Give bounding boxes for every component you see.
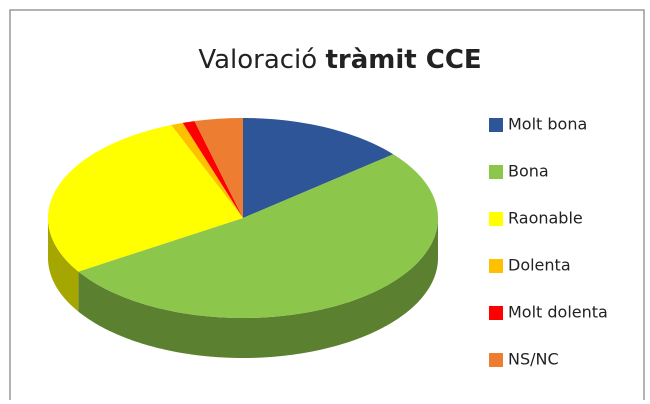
title-part: Valoració	[198, 45, 317, 75]
legend-label: Molt bona	[508, 115, 587, 134]
legend-swatch	[489, 118, 503, 132]
legend-swatch	[489, 353, 503, 367]
legend-label: Raonable	[508, 209, 583, 228]
legend-label: NS/NC	[508, 350, 559, 369]
slice	[171, 122, 243, 218]
legend-swatch	[489, 259, 503, 273]
legend-label: Dolenta	[508, 256, 571, 275]
legend-label: Bona	[508, 162, 549, 181]
slice	[243, 118, 394, 218]
slice	[182, 121, 243, 218]
slice-side	[78, 218, 439, 358]
legend-swatch	[489, 165, 503, 179]
title-part: tràmit CCE	[325, 45, 481, 75]
slice-side	[48, 218, 79, 312]
legend-swatch	[489, 306, 503, 320]
slice	[78, 154, 438, 318]
chart-title: Valoració tràmit CCE	[198, 45, 481, 75]
slice	[194, 118, 243, 218]
slice	[48, 125, 244, 272]
legend-swatch	[489, 212, 503, 226]
legend-label: Molt dolenta	[508, 303, 608, 322]
